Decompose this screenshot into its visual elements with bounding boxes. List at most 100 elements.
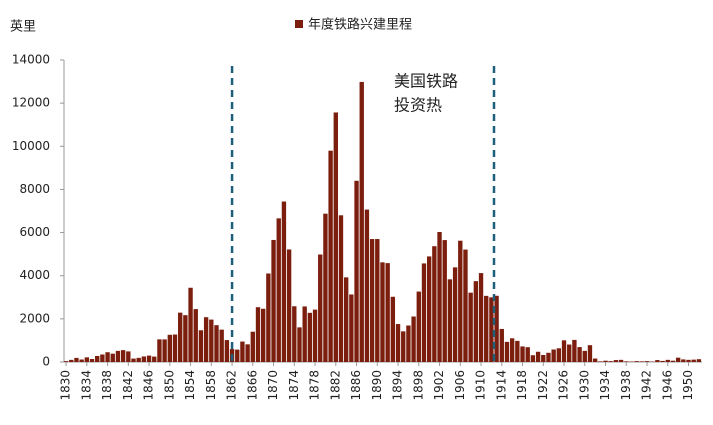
- bar: [224, 340, 230, 362]
- bar: [442, 240, 447, 362]
- bar: [525, 347, 530, 362]
- bar: [504, 341, 510, 362]
- bar: [126, 351, 131, 362]
- bar: [343, 277, 349, 362]
- x-tick-label: 1842: [121, 370, 135, 401]
- bar: [478, 273, 484, 362]
- bar: [390, 296, 396, 362]
- bar: [686, 359, 691, 362]
- bar: [447, 279, 453, 362]
- bar: [146, 355, 152, 362]
- bar: [375, 239, 380, 362]
- bar: [556, 348, 562, 362]
- bar: [509, 338, 515, 362]
- bar: [421, 263, 427, 362]
- bar: [203, 317, 209, 362]
- bar: [499, 328, 504, 362]
- bar: [235, 349, 240, 362]
- bar: [452, 267, 458, 362]
- bar: [193, 309, 198, 362]
- bar: [63, 361, 69, 362]
- x-tick-label: 1882: [328, 370, 342, 401]
- bar: [110, 353, 115, 362]
- bar: [120, 350, 126, 362]
- x-tick-label: 1914: [494, 370, 508, 401]
- bar: [395, 324, 401, 362]
- y-tick-label: 4000: [19, 268, 50, 282]
- bar: [587, 345, 593, 362]
- bar: [432, 246, 437, 362]
- bar: [484, 295, 489, 362]
- y-tick-label: 10000: [12, 139, 50, 153]
- bar: [95, 355, 100, 362]
- bar: [286, 249, 292, 362]
- bar: [172, 334, 178, 362]
- bar: [100, 354, 105, 362]
- bar: [302, 306, 307, 362]
- bar: [178, 312, 183, 362]
- bar: [473, 281, 479, 362]
- y-tick-label: 12000: [12, 96, 50, 110]
- bar: [675, 357, 681, 362]
- bar: [354, 180, 359, 362]
- bar: [494, 295, 499, 362]
- bar: [292, 306, 297, 362]
- bar: [572, 339, 577, 362]
- x-tick-label: 1886: [349, 370, 363, 401]
- x-tick-label: 1922: [536, 370, 550, 401]
- bar: [613, 360, 619, 362]
- bar: [608, 361, 613, 362]
- bar: [250, 331, 255, 362]
- x-tick-label: 1838: [100, 370, 114, 401]
- x-tick-label: 1854: [183, 370, 197, 401]
- bar: [468, 292, 473, 362]
- bar: [624, 361, 629, 362]
- x-tick-label: 1926: [557, 370, 571, 401]
- bar: [79, 359, 84, 362]
- bar: [266, 273, 271, 362]
- x-tick-label: 1930: [577, 370, 591, 401]
- x-tick-label: 1950: [681, 370, 695, 401]
- bar: [131, 358, 136, 362]
- bar: [209, 319, 214, 362]
- bar: [364, 209, 370, 362]
- bar: [655, 360, 660, 362]
- bar: [323, 213, 328, 362]
- bar: [84, 357, 90, 362]
- bar: [665, 359, 670, 362]
- legend-swatch: [295, 20, 303, 28]
- x-tick-label: 1894: [391, 370, 405, 401]
- bar: [297, 327, 302, 362]
- x-tick-label: 1890: [370, 370, 384, 401]
- x-tick-label: 1874: [287, 370, 301, 401]
- annotation: 美国铁路: [394, 72, 458, 91]
- bar: [546, 352, 551, 362]
- x-tick-label: 1846: [142, 370, 156, 401]
- x-tick-label: 1834: [79, 370, 93, 401]
- bar: [245, 344, 250, 362]
- bar: [639, 361, 645, 362]
- bar: [644, 361, 650, 362]
- x-tick-label: 1898: [411, 370, 425, 401]
- y-tick-label: 0: [42, 355, 50, 369]
- bar: [603, 360, 608, 362]
- bar: [520, 346, 525, 362]
- bar: [136, 357, 141, 362]
- bar: [561, 340, 567, 362]
- x-tick-label: 1934: [598, 370, 612, 401]
- x-tick-label: 1906: [453, 370, 467, 401]
- bar: [198, 330, 204, 362]
- bar: [162, 339, 167, 362]
- bar: [681, 359, 686, 362]
- y-tick-label: 6000: [19, 225, 50, 239]
- bar: [618, 359, 624, 362]
- x-tick-label: 1866: [245, 370, 259, 401]
- bar: [535, 351, 541, 362]
- x-tick-label: 1878: [308, 370, 322, 401]
- bar: [567, 344, 572, 362]
- bar: [660, 360, 665, 362]
- bar: [349, 294, 354, 362]
- x-tick-label: 1870: [266, 370, 280, 401]
- x-tick-label: 1938: [619, 370, 633, 401]
- bar: [670, 360, 676, 362]
